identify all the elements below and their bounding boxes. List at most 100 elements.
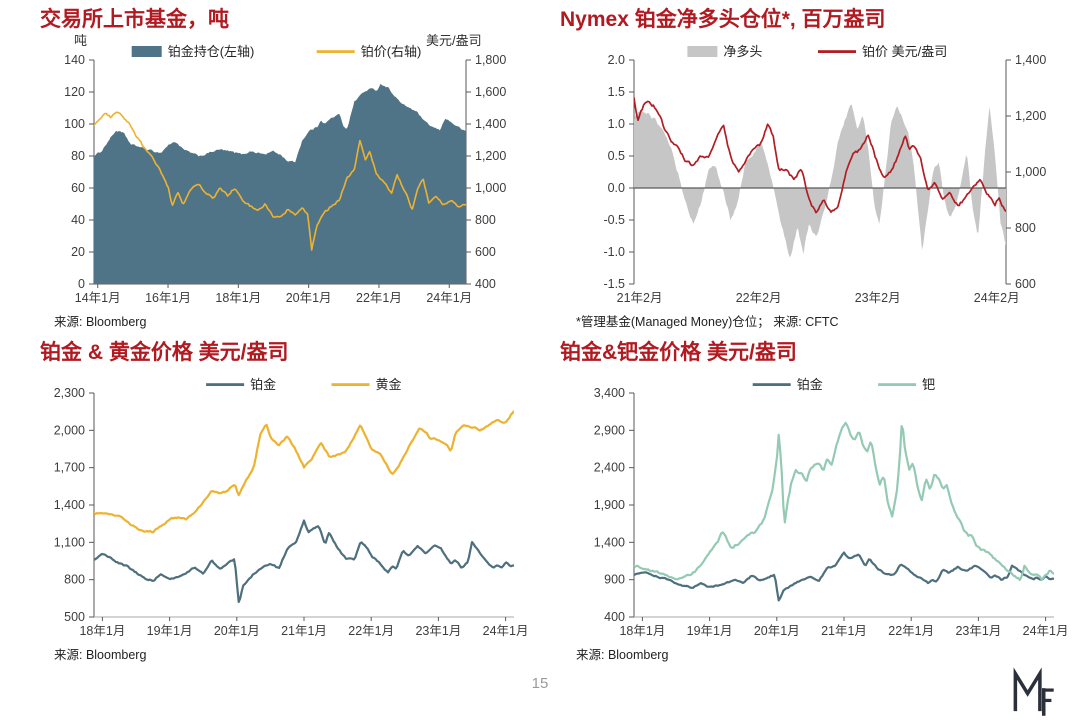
chart-footnote-nymex: *管理基金(Managed Money)仓位； 来源: CFTC <box>576 315 839 329</box>
chart-title-platinum-palladium: 铂金&钯金价格 美元/盎司 <box>560 341 797 364</box>
page-number: 15 <box>531 675 549 692</box>
left-axis-tick-label: 2,400 <box>594 461 625 475</box>
left-axis-tick-label: 1.0 <box>608 117 625 131</box>
x-axis-tick-label: 24年1月 <box>483 624 529 638</box>
left-axis-tick-label: 900 <box>604 573 625 587</box>
legend-label: 铂金持仓(左轴) <box>168 44 255 59</box>
x-axis-tick-label: 23年2月 <box>855 291 901 305</box>
left-axis-tick-label: 500 <box>64 610 85 624</box>
left-axis-tick-label: 3,400 <box>594 386 625 400</box>
chart-title-etf-holdings: 交易所上市基金，吨 <box>40 8 229 31</box>
x-axis-tick-label: 18年1月 <box>215 291 261 305</box>
right-axis-unit-label: 美元/盎司 <box>426 34 482 48</box>
chart-canvas-platinum-palladium: 400 900 1,400 1,900 2,400 2,900 3,400 18年1月 19年1… <box>594 377 1069 638</box>
right-axis-tick-label: 1,200 <box>1015 109 1046 123</box>
left-axis-tick-label: 800 <box>64 573 85 587</box>
x-axis-tick-label: 22年1月 <box>888 624 934 638</box>
left-axis-tick-label: 2,000 <box>54 423 85 437</box>
right-axis-tick-label: 600 <box>475 245 496 259</box>
legend-label: 铂价 美元/盎司 <box>862 44 947 59</box>
left-axis-tick-label: 1.5 <box>608 85 625 99</box>
left-axis-tick-label: -1.0 <box>603 245 625 259</box>
x-axis-tick-label: 20年1月 <box>214 624 260 638</box>
chart-source-platinum-palladium: 来源: Bloomberg <box>576 648 669 662</box>
chart-canvas-nymex-net-long: -1.5 -1.0 -0.5 0.0 0.5 1.0 1.5 2.0 600 800 1,000 1,… <box>603 44 1046 305</box>
right-axis-tick-label: 1,400 <box>475 117 506 131</box>
left-axis-tick-label: 2,900 <box>594 423 625 437</box>
left-axis-tick-label: 2.0 <box>608 53 625 67</box>
right-axis-tick-label: 400 <box>475 277 496 291</box>
x-axis-tick-label: 23年1月 <box>415 624 461 638</box>
area-series <box>94 83 466 284</box>
x-axis-tick-label: 22年1月 <box>348 624 394 638</box>
line-series <box>94 519 514 603</box>
right-axis-tick-label: 1,800 <box>475 53 506 67</box>
legend-swatch <box>131 46 162 57</box>
chart-panel-platinum-gold: 铂金 & 黄金价格 美元/盎司 500 800 1,100 1,400 1,700 2,0… <box>0 333 540 666</box>
charts-grid: 交易所上市基金，吨 0 20 40 60 80 100 120 140 吨 400 600 800 1,… <box>0 0 1080 666</box>
left-axis-tick-label: 0 <box>78 277 85 291</box>
legend-swatch <box>206 383 245 386</box>
x-axis-tick-label: 22年1月 <box>356 291 402 305</box>
x-axis-tick-label: 16年1月 <box>145 291 191 305</box>
right-axis-tick-label: 600 <box>1015 277 1036 291</box>
left-axis-tick-label: 20 <box>71 245 85 259</box>
x-axis-tick-label: 19年1月 <box>147 624 193 638</box>
legend-swatch <box>878 383 917 386</box>
chart-title-platinum-gold: 铂金 & 黄金价格 美元/盎司 <box>40 341 289 364</box>
metals-focus-logo <box>1013 667 1054 716</box>
legend-swatch <box>316 50 355 53</box>
legend-label: 黄金 <box>376 377 402 392</box>
x-axis-tick-label: 21年1月 <box>281 624 327 638</box>
left-axis-unit-label: 吨 <box>74 34 87 48</box>
left-axis-tick-label: 40 <box>71 213 85 227</box>
right-axis-tick-label: 1,600 <box>475 85 506 99</box>
left-axis-tick-label: 140 <box>64 53 85 67</box>
legend-label: 铂价(右轴) <box>361 44 422 59</box>
right-axis-tick-label: 800 <box>475 213 496 227</box>
legend-swatch <box>687 46 718 57</box>
chart-source-platinum-gold: 来源: Bloomberg <box>54 648 147 662</box>
chart-source-etf-holdings: 来源: Bloomberg <box>54 315 147 329</box>
chart-panel-platinum-palladium: 铂金&钯金价格 美元/盎司 400 900 1,400 1,900 2,400 2,900… <box>540 333 1080 666</box>
left-axis-tick-label: 1,700 <box>54 461 85 475</box>
legend-label: 铂金 <box>250 377 276 392</box>
x-axis-tick-label: 18年1月 <box>79 624 125 638</box>
line-series <box>634 97 1006 214</box>
x-axis-tick-label: 24年1月 <box>1023 624 1069 638</box>
line-series <box>634 421 1054 581</box>
left-axis-tick-label: 0.0 <box>608 181 625 195</box>
left-axis-tick-label: 1,100 <box>54 535 85 549</box>
legend-label: 钯 <box>922 377 935 392</box>
left-axis-tick-label: -0.5 <box>603 213 625 227</box>
x-axis-tick-label: 20年1月 <box>286 291 332 305</box>
left-axis-tick-label: 0.5 <box>608 149 625 163</box>
x-axis-tick-label: 14年1月 <box>75 291 121 305</box>
line-series <box>94 410 514 534</box>
line-series <box>94 111 466 251</box>
left-axis-tick-label: 100 <box>64 117 85 131</box>
left-axis-tick-label: -1.5 <box>603 277 625 291</box>
right-axis-tick-label: 800 <box>1015 221 1036 235</box>
chart-panel-etf-holdings: 交易所上市基金，吨 0 20 40 60 80 100 120 140 吨 400 600 800 1,… <box>0 0 540 333</box>
x-axis-tick-label: 24年2月 <box>974 291 1020 305</box>
left-axis-tick-label: 1,900 <box>594 498 625 512</box>
right-axis-tick-label: 1,000 <box>1015 165 1046 179</box>
page-footer: 15 <box>0 666 1080 723</box>
chart-panel-nymex-net-long: Nymex 铂金净多头仓位*, 百万盎司 -1.5 -1.0 -0.5 0.0 0.5 1… <box>540 0 1080 333</box>
chart-canvas-platinum-gold: 500 800 1,100 1,400 1,700 2,000 2,300 18年1月 19年1… <box>54 377 529 638</box>
line-series <box>634 551 1054 602</box>
left-axis-tick-label: 80 <box>71 149 85 163</box>
x-axis-tick-label: 19年1月 <box>687 624 733 638</box>
area-series <box>634 104 1006 258</box>
legend-swatch <box>818 50 856 53</box>
x-axis-tick-label: 24年1月 <box>426 291 472 305</box>
legend-swatch <box>331 383 370 386</box>
legend-swatch <box>752 383 791 386</box>
left-axis-tick-label: 400 <box>604 610 625 624</box>
chart-canvas-etf-holdings: 0 20 40 60 80 100 120 140 吨 400 600 800 1,000 1,200 1,… <box>64 34 506 305</box>
left-axis-tick-label: 2,300 <box>54 386 85 400</box>
left-axis-tick-label: 1,400 <box>54 498 85 512</box>
left-axis-tick-label: 60 <box>71 181 85 195</box>
right-axis-tick-label: 1,000 <box>475 181 506 195</box>
